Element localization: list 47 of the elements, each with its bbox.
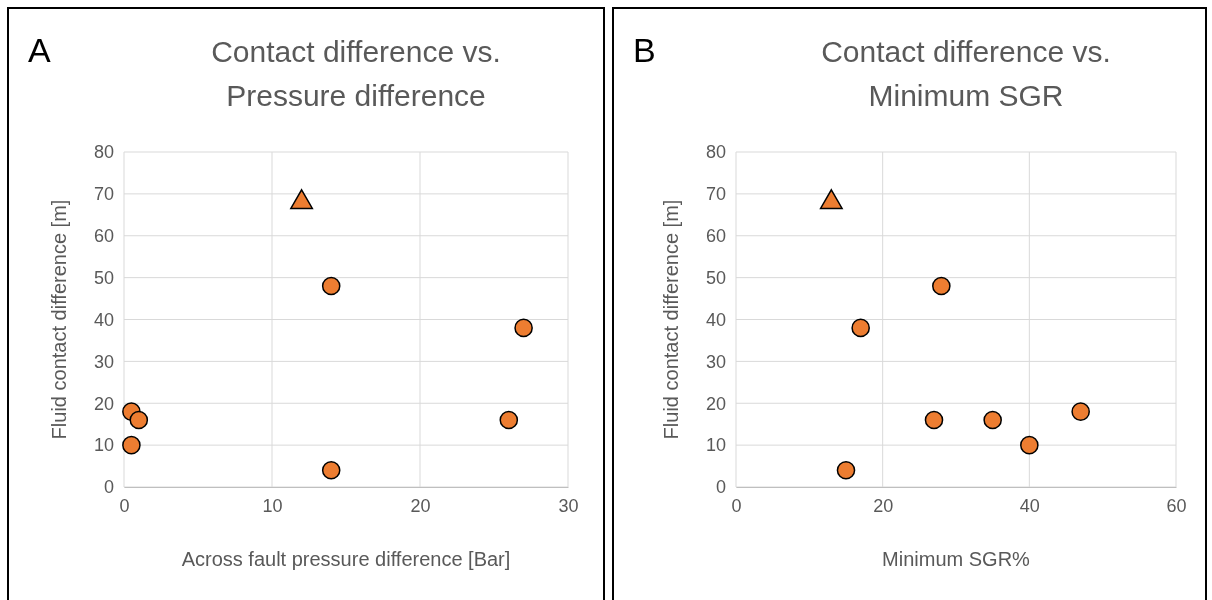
x-axis-title: Across fault pressure difference [Bar] [181,548,511,570]
point [122,435,141,455]
y-tick-label: 10 [705,435,726,456]
y-tick-label: 20 [93,393,114,414]
point [129,410,149,430]
point [851,318,870,338]
y-axis-title: Fluid contact difference [m] [660,199,682,440]
y-tick-label: 40 [93,309,114,330]
y-tick-label: 0 [715,477,726,498]
point [499,410,519,430]
y-tick-label: 80 [93,142,114,163]
y-tick-label: 20 [705,393,726,414]
y-tick-label: 40 [705,309,726,330]
point [983,410,1002,430]
x-tick-label: 30 [558,495,579,516]
text: B [633,31,656,69]
y-tick-label: 70 [705,184,726,205]
y-tick-label: 50 [705,267,726,288]
chart-title: Contact difference vs. Minimum SGR [821,35,1111,112]
point [1020,435,1039,455]
point [924,410,944,430]
y-axis-title: Fluid contact difference [m] [48,199,70,440]
y-tick-label: 50 [93,267,114,288]
text: A [28,31,51,69]
chart-title: Contact difference vs. Pressure difference [211,35,501,112]
x-tick-label: 0 [731,495,742,516]
point [1071,402,1090,421]
y-tick-label: 70 [93,184,114,205]
x-tick-label: 10 [262,495,283,516]
y-tick-label: 80 [705,142,726,163]
y-tick-label: 30 [705,351,726,372]
y-tick-label: 60 [705,226,726,247]
y-tick-label: 0 [103,477,114,498]
point [514,318,533,338]
y-tick-label: 10 [93,435,114,456]
y-tick-label: 30 [93,351,114,372]
x-tick-label: 20 [410,495,431,516]
x-tick-label: 20 [873,495,894,516]
x-axis-title: Minimum SGR% [882,548,1031,570]
y-tick-label: 60 [93,226,114,247]
point [321,276,341,296]
x-tick-label: 40 [1019,495,1040,516]
point [321,460,341,480]
point [836,460,856,480]
x-tick-label: 0 [119,495,130,516]
point [932,276,951,296]
x-tick-label: 60 [1166,495,1187,516]
